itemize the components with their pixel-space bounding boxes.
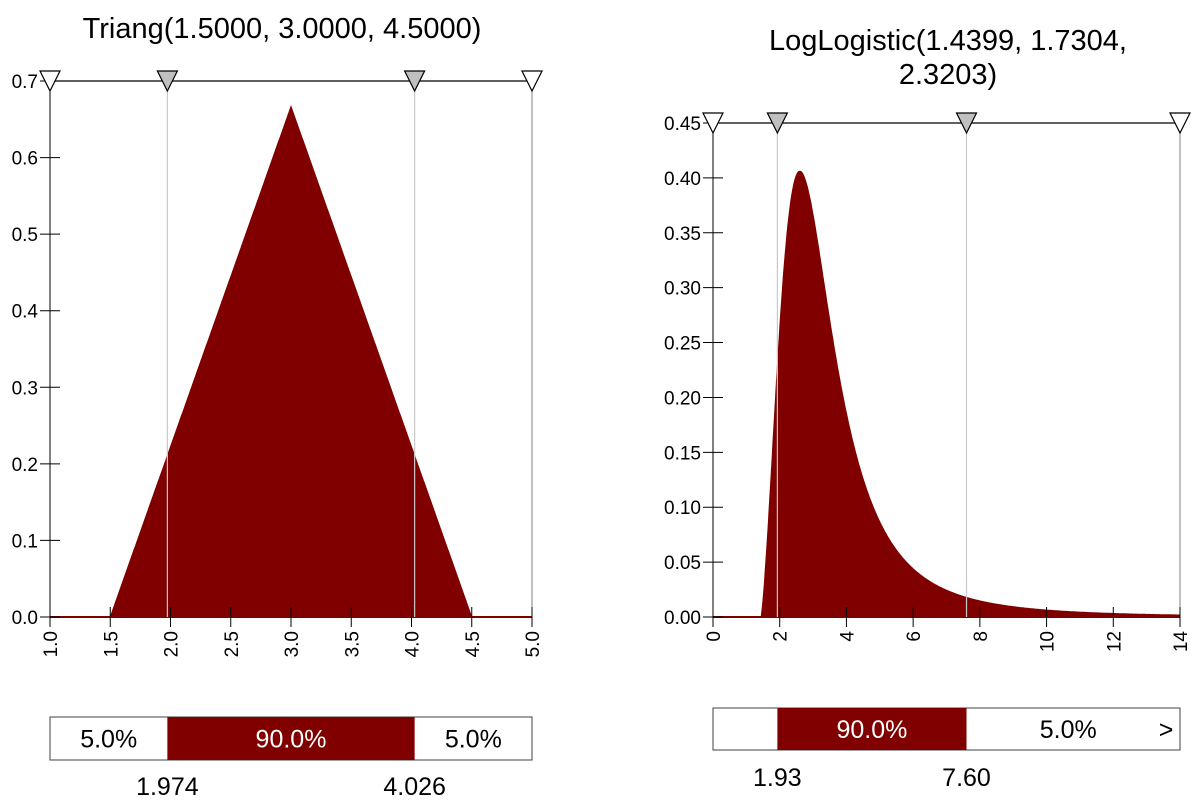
chart-2-percent-right: 5.0% [1040,716,1097,744]
chart-2-y-tick-label: 0.00 [664,608,701,629]
chart-2-density-area [713,170,1181,618]
chart-2-title-line2: 2.3203) [899,59,997,91]
chart-2-y-tick-label: 0.25 [664,334,701,355]
chart-2-percentile-value-label: 1.93 [753,764,802,792]
chart-2-x-tick-label: 8 [971,631,992,642]
chart-2-y-tick-label: 0.35 [664,224,701,245]
chart-1-x-tick-label: 4.0 [403,631,424,657]
chart-2-x-tick-label: 14 [1171,631,1192,653]
chart-1-x-tick-label: 1.5 [101,631,122,657]
chart-2-percentile-marker-icon [766,112,789,135]
chart-1-min-marker-icon [39,70,61,93]
chart-1-percentile-marker-icon [156,70,179,93]
chart-1-y-tick-label: 0.5 [12,225,38,246]
chart-1-y-tick-label: 0.6 [12,149,38,170]
chart-1-percentile-marker-icon [403,70,426,93]
chart-2-overflow-arrow-icon: > [1159,716,1174,744]
chart-2-y-tick-label: 0.40 [664,169,701,190]
chart-1-x-tick-label: 3.0 [282,631,303,657]
chart-1-percent-left: 5.0% [80,726,137,754]
chart-1-x-tick-label: 1.0 [41,631,62,657]
chart-1-y-tick-label: 0.0 [12,608,38,629]
chart-2-y-tick-label: 0.30 [664,279,701,300]
chart-2-min-marker-icon [702,112,724,135]
chart-1-x-tick-label: 2.0 [162,631,183,657]
chart-1-percentile-value-label: 4.026 [383,773,446,801]
chart-2-x-tick-label: 4 [837,631,858,642]
chart-1-percent-bar-middle [167,717,415,760]
chart-1-percent-right: 5.0% [445,726,502,754]
chart-1-x-tick-label: 2.5 [222,631,243,657]
chart-2-title-line1: LogLogistic(1.4399, 1.7304, [769,25,1127,57]
chart-1-x-tick-label: 5.0 [523,631,544,657]
chart-1-max-marker-icon [521,70,543,93]
chart-1-percentile-value-label: 1.974 [136,773,199,801]
chart-2-percentile-value-label: 7.60 [942,764,991,792]
chart-2-y-tick-label: 0.15 [664,443,701,464]
chart-1-y-tick-label: 0.7 [12,72,38,93]
chart-2-y-tick-label: 0.05 [664,553,701,574]
chart-2-y-tick-label: 0.20 [664,388,701,409]
chart-2-y-tick-label: 0.10 [664,498,701,519]
chart-1-x-tick-label: 4.5 [463,631,484,657]
chart-1-title: Triang(1.5000, 3.0000, 4.5000) [83,13,482,45]
chart-1-y-tick-label: 0.4 [12,302,39,323]
chart-1-y-tick-label: 0.3 [12,378,38,399]
chart-2-x-tick-label: 12 [1104,631,1125,652]
chart-2-y-tick-label: 0.45 [664,114,701,135]
chart-2-x-tick-label: 2 [771,631,792,642]
chart-1-density-area [50,104,532,618]
chart-2-x-tick-label: 6 [904,631,925,642]
chart-2-percent-bar-middle [777,708,967,750]
chart-1-y-tick-label: 0.2 [12,455,38,476]
chart-2-x-tick-label: 10 [1038,631,1059,652]
chart-2-x-tick-label: 0 [704,631,725,642]
chart-1-y-tick-label: 0.1 [12,531,38,552]
chart-1-x-tick-label: 3.5 [342,631,363,657]
chart-1-percent-middle: 90.0% [256,726,327,754]
chart-2-percentile-marker-icon [955,112,978,135]
chart-2-max-marker-icon [1169,112,1191,135]
chart-2-percent-middle: 90.0% [837,716,908,744]
